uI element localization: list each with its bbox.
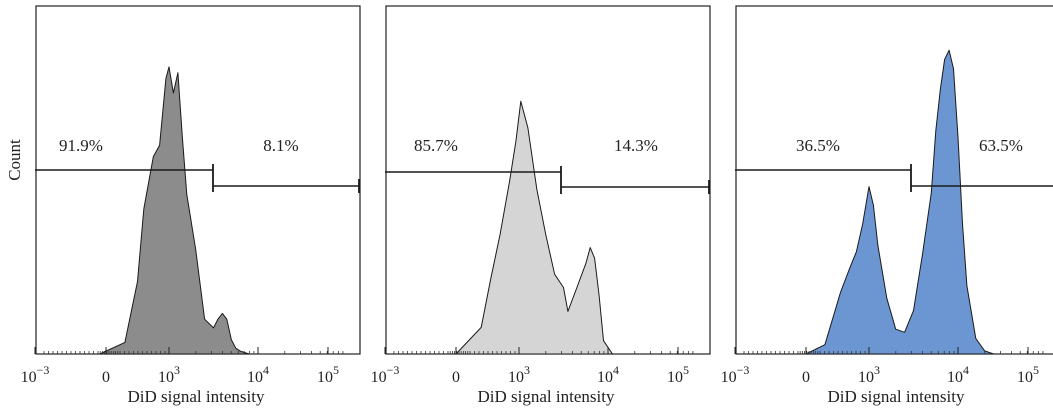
gate-2: 63.5% xyxy=(911,136,1053,187)
tick-exponent: −3 xyxy=(387,363,400,377)
x-tick-label: 105 xyxy=(317,363,339,386)
gate-2: 14.3% xyxy=(561,136,710,194)
x-tick-label: 104 xyxy=(247,363,269,386)
x-tick-label: 103 xyxy=(858,363,880,386)
x-tick-label: 103 xyxy=(508,363,530,386)
tick-exponent: 3 xyxy=(524,363,530,377)
tick-exponent: 4 xyxy=(613,363,619,377)
tick-exponent: −3 xyxy=(37,363,50,377)
histogram-area xyxy=(455,100,613,355)
x-axis-minor-ticks xyxy=(43,351,344,354)
x-axis-label: DiD signal intensity xyxy=(128,387,265,406)
x-axis-minor-ticks xyxy=(393,351,694,354)
tick-exponent: −3 xyxy=(737,363,750,377)
gate-percent-label: 91.9% xyxy=(59,136,103,155)
tick-base: 10 xyxy=(21,369,37,386)
tick-base: 10 xyxy=(721,369,737,386)
gate-percent-label: 63.5% xyxy=(979,136,1023,155)
histogram-area xyxy=(99,66,250,355)
tick-exponent: 5 xyxy=(1033,363,1039,377)
x-axis-minor-ticks xyxy=(743,351,1044,354)
tick-base: 10 xyxy=(667,369,683,386)
plot-frame xyxy=(735,5,1053,355)
tick-base: 10 xyxy=(158,369,174,386)
tick-base: 10 xyxy=(597,369,613,386)
x-tick-label: 10−3 xyxy=(721,363,750,386)
gate-percent-label: 85.7% xyxy=(414,136,458,155)
y-axis-label: Count xyxy=(5,139,24,181)
tick-base: 10 xyxy=(371,369,387,386)
x-tick-label: 10−3 xyxy=(21,363,50,386)
tick-exponent: 3 xyxy=(174,363,180,377)
x-tick-label: 0 xyxy=(452,369,460,386)
gate-2: 8.1% xyxy=(213,136,360,193)
tick-base: 0 xyxy=(452,369,460,386)
tick-exponent: 3 xyxy=(874,363,880,377)
gate-1: 91.9% xyxy=(35,136,214,192)
tick-exponent: 5 xyxy=(333,363,339,377)
tick-base: 10 xyxy=(947,369,963,386)
x-axis-label: DiD signal intensity xyxy=(478,387,615,406)
x-tick-label: 103 xyxy=(158,363,180,386)
tick-base: 10 xyxy=(508,369,524,386)
x-tick-label: 104 xyxy=(597,363,619,386)
x-tick-label: 10−3 xyxy=(371,363,400,386)
tick-exponent: 5 xyxy=(683,363,689,377)
tick-base: 10 xyxy=(247,369,263,386)
tick-base: 0 xyxy=(802,369,810,386)
tick-base: 0 xyxy=(102,369,110,386)
x-tick-label: 104 xyxy=(947,363,969,386)
tick-exponent: 4 xyxy=(963,363,969,377)
tick-base: 10 xyxy=(1017,369,1033,386)
gate-1: 36.5% xyxy=(735,136,912,192)
x-tick-label: 105 xyxy=(667,363,689,386)
tick-base: 10 xyxy=(317,369,333,386)
tick-base: 10 xyxy=(858,369,874,386)
gate-percent-label: 8.1% xyxy=(263,136,298,155)
x-tick-label: 0 xyxy=(802,369,810,386)
x-axis-label: DiD signal intensity xyxy=(828,387,965,406)
x-tick-label: 105 xyxy=(1017,363,1039,386)
gate-percent-label: 14.3% xyxy=(614,136,658,155)
gate-1: 85.7% xyxy=(385,136,562,194)
gate-percent-label: 36.5% xyxy=(796,136,840,155)
x-tick-label: 0 xyxy=(102,369,110,386)
tick-exponent: 4 xyxy=(263,363,269,377)
histogram-area xyxy=(805,49,995,355)
